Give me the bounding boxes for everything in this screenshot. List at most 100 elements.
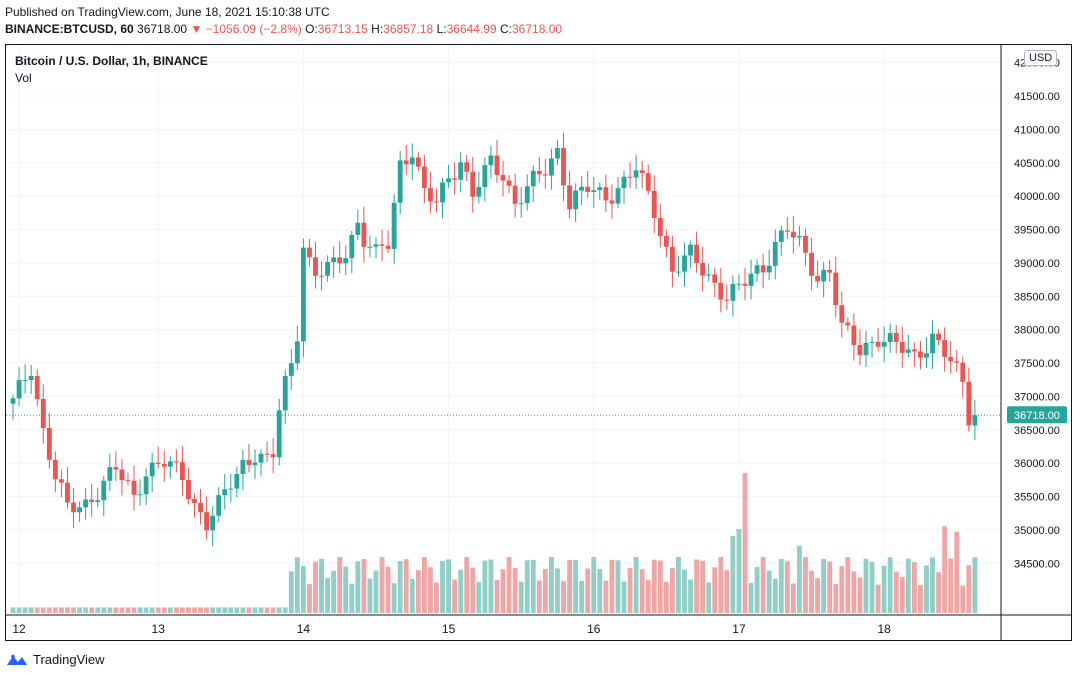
- volume-bar: [651, 559, 657, 613]
- volume-bar: [694, 559, 700, 613]
- tradingview-logo-icon: [7, 654, 27, 665]
- x-tick-label: 15: [442, 622, 456, 636]
- candle-body: [567, 185, 572, 210]
- x-tick-label: 17: [732, 622, 746, 636]
- y-tick-label: 37000.00: [1014, 391, 1060, 403]
- y-tick-label: 34500.00: [1014, 558, 1060, 570]
- volume-bar: [633, 557, 639, 613]
- candle-body: [948, 356, 954, 362]
- volume-bar: [688, 579, 693, 613]
- candle-body: [300, 247, 306, 342]
- candle-body: [530, 170, 536, 187]
- candle-body: [325, 261, 331, 276]
- volume-bar: [337, 557, 343, 613]
- volume-bar: [724, 570, 730, 613]
- candle-body: [83, 499, 89, 508]
- candle-body: [621, 176, 627, 189]
- candle-body: [754, 265, 760, 274]
- volume-bar: [815, 578, 821, 613]
- volume-bar: [228, 607, 234, 613]
- footer-brand[interactable]: TradingView: [6, 652, 105, 667]
- last-price-badge: [1007, 406, 1067, 424]
- candle-body: [228, 488, 234, 490]
- volume-bar: [125, 607, 131, 613]
- candle-body: [234, 474, 240, 489]
- volume-bar: [240, 607, 246, 613]
- candle-body: [34, 375, 40, 400]
- candle-body: [403, 160, 409, 165]
- volume-bar: [186, 607, 191, 613]
- candle-body: [772, 241, 778, 266]
- candle-body: [125, 480, 131, 482]
- candle-body: [815, 275, 821, 282]
- volume-bar: [930, 557, 935, 613]
- volume-bar: [252, 607, 258, 613]
- volume-bar: [428, 567, 433, 613]
- y-tick-label: 36000.00: [1014, 458, 1060, 470]
- volume-bar: [639, 569, 645, 613]
- candle-body: [331, 257, 337, 262]
- volume-bar: [833, 584, 839, 613]
- candle-body: [59, 479, 64, 483]
- candle-body: [778, 230, 784, 242]
- volume-bar: [288, 571, 294, 613]
- volume-bar: [379, 557, 385, 613]
- volume-bar: [446, 559, 451, 613]
- candle-body: [676, 271, 681, 273]
- y-tick-label: 36500.00: [1014, 425, 1060, 437]
- volume-bar: [778, 559, 784, 613]
- volume-bar: [325, 577, 331, 613]
- candle-body: [282, 375, 288, 411]
- volume-bar: [307, 584, 312, 613]
- volume-bar: [83, 607, 89, 613]
- volume-bar: [700, 560, 706, 613]
- volume-bar: [506, 557, 512, 613]
- candle-body: [294, 341, 300, 364]
- candle-body: [857, 344, 863, 356]
- candle-body: [579, 186, 585, 191]
- candle-body: [276, 410, 282, 458]
- candle-body: [911, 349, 917, 352]
- volume-bar: [452, 579, 458, 613]
- candle-body: [700, 262, 706, 276]
- candle-body: [397, 160, 403, 203]
- candle-body: [899, 341, 905, 353]
- volume-bar: [542, 568, 548, 613]
- volume-bar: [373, 570, 379, 613]
- candle-body: [627, 176, 633, 178]
- volume-bar: [258, 607, 264, 613]
- volume-bar: [730, 536, 736, 613]
- volume-bar: [313, 561, 318, 613]
- candle-body: [561, 148, 566, 186]
- candle-body: [22, 379, 28, 381]
- candle-body: [585, 186, 591, 192]
- candle-body: [639, 170, 645, 174]
- currency-badge[interactable]: USD: [1024, 50, 1058, 66]
- volume-bar: [77, 607, 82, 613]
- volume-bar: [561, 581, 566, 613]
- candle-body: [542, 174, 548, 176]
- volume-bar: [942, 526, 948, 613]
- candle-body: [16, 380, 22, 399]
- candle-body: [319, 275, 324, 277]
- volume-bar: [494, 579, 500, 613]
- volume-bar: [367, 578, 373, 613]
- volume-bar: [282, 607, 288, 613]
- candle-body: [240, 459, 246, 475]
- volume-bar: [216, 607, 222, 613]
- candle-body: [470, 171, 476, 197]
- candle-body: [555, 148, 560, 159]
- volume-bar: [579, 580, 585, 613]
- volume-bar: [234, 607, 240, 613]
- y-tick-label: 38000.00: [1014, 325, 1060, 337]
- candle-body: [633, 170, 639, 178]
- open-label: O:: [305, 22, 318, 36]
- volume-bar: [391, 583, 397, 613]
- candle-body: [718, 282, 724, 300]
- candle-body: [458, 162, 464, 180]
- volume-bar: [960, 585, 966, 613]
- last-price-label: 36718.00: [1014, 410, 1060, 422]
- y-tick-label: 40500.00: [1014, 158, 1060, 170]
- candle-body: [367, 246, 373, 248]
